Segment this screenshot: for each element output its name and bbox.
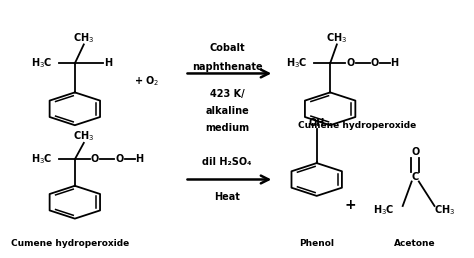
Text: OH: OH	[309, 118, 325, 128]
Text: H$_3$C: H$_3$C	[30, 57, 52, 70]
Text: naphthenate: naphthenate	[192, 62, 263, 72]
Text: medium: medium	[205, 123, 249, 133]
Text: +: +	[345, 198, 356, 212]
Text: H$_3$C: H$_3$C	[30, 152, 52, 166]
Text: O: O	[411, 147, 419, 157]
Text: Acetone: Acetone	[394, 239, 436, 248]
Text: C: C	[411, 172, 419, 182]
Text: Cumene hydroperoxide: Cumene hydroperoxide	[298, 121, 416, 130]
Text: O: O	[116, 154, 124, 164]
Text: H$_3$C: H$_3$C	[373, 203, 395, 217]
Text: CH$_3$: CH$_3$	[73, 31, 94, 45]
Text: CH$_3$: CH$_3$	[326, 31, 347, 45]
Text: H: H	[391, 58, 399, 68]
Text: 423 K/: 423 K/	[210, 89, 245, 99]
Text: O: O	[346, 58, 355, 68]
Text: Cumene hydroperoxide: Cumene hydroperoxide	[11, 239, 129, 248]
Text: Heat: Heat	[214, 192, 240, 202]
Text: O: O	[91, 154, 99, 164]
Text: Phenol: Phenol	[299, 239, 334, 248]
Text: dil H₂SO₄: dil H₂SO₄	[202, 157, 252, 167]
Text: H$_3$C: H$_3$C	[286, 57, 307, 70]
Text: + O$_2$: + O$_2$	[134, 74, 159, 88]
Text: H: H	[104, 58, 112, 68]
Text: CH$_3$: CH$_3$	[434, 203, 455, 217]
Text: CH$_3$: CH$_3$	[73, 130, 94, 143]
Text: alkaline: alkaline	[205, 106, 249, 116]
Text: Cobalt: Cobalt	[210, 43, 245, 53]
Text: H: H	[135, 154, 144, 164]
Text: O: O	[371, 58, 379, 68]
